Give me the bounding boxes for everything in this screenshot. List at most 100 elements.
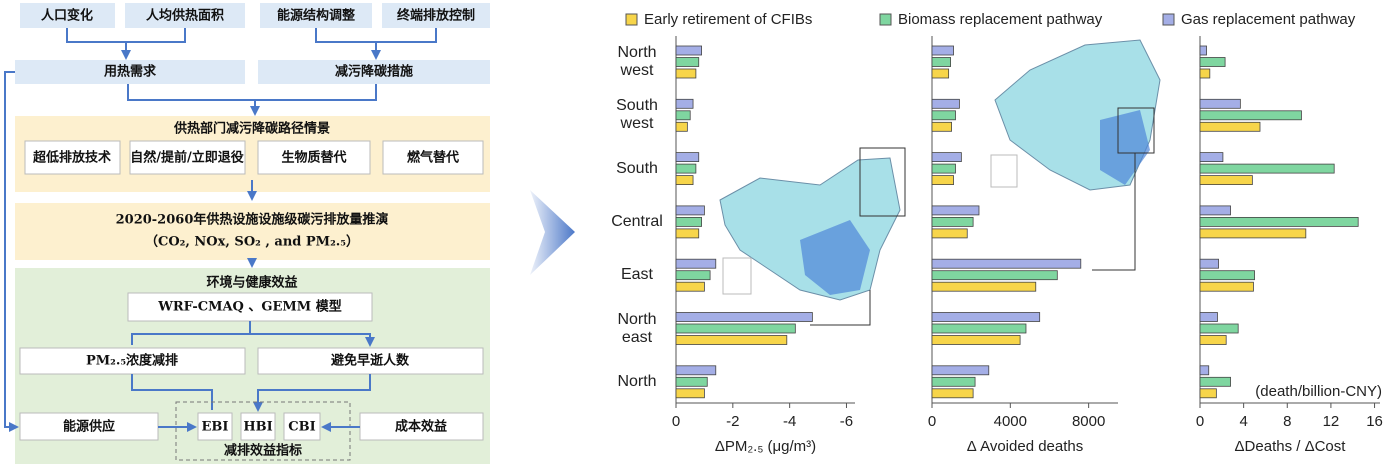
bar <box>675 57 700 67</box>
node-label: 2020-2060年供热设施设施级碳污排放量推演 <box>116 212 389 228</box>
bar <box>675 376 708 387</box>
legend-swatch <box>879 13 892 26</box>
bar <box>1199 205 1231 216</box>
arrow <box>131 321 370 345</box>
node <box>257 347 484 375</box>
bar <box>931 312 1041 322</box>
category-label: Central <box>611 212 663 230</box>
section-title: 供热部门减污降碳路径情景 <box>173 121 330 137</box>
category-label: North <box>617 372 657 390</box>
legend-label: Early retirement of CFIBs <box>644 11 812 28</box>
bar <box>1199 323 1239 334</box>
bar <box>1199 365 1210 376</box>
bar <box>1199 376 1231 387</box>
map-shade <box>1100 110 1150 185</box>
bar <box>931 205 980 216</box>
bar <box>675 335 788 345</box>
node-label: 减排效益指标 <box>224 443 302 459</box>
bar <box>675 45 702 56</box>
bar <box>675 323 796 334</box>
callout-line <box>1092 153 1136 271</box>
bar <box>931 216 974 227</box>
bar <box>1199 110 1302 121</box>
bar <box>931 110 956 121</box>
bar <box>675 312 813 322</box>
bar <box>675 228 700 239</box>
node-label: HBI <box>243 420 272 435</box>
bar <box>675 110 691 121</box>
bar <box>1199 312 1218 322</box>
x-tick-label: 0 <box>672 413 680 430</box>
bar <box>931 270 1058 281</box>
legend-label: Gas replacement pathway <box>1181 11 1356 28</box>
map-shade <box>800 220 870 295</box>
bar <box>675 388 705 399</box>
callout-line <box>810 290 871 326</box>
x-tick-label: -4 <box>783 413 796 430</box>
node-label: 超低排放技术 <box>33 150 111 166</box>
category-label: North east <box>617 310 657 346</box>
bar <box>931 45 954 56</box>
node-label: PM₂.₅浓度减排 <box>86 353 178 369</box>
node-label: 生物质替代 <box>281 150 346 166</box>
arrow <box>131 374 371 410</box>
annotation: (death/billion-CNY) <box>1255 383 1382 400</box>
node <box>197 412 233 441</box>
bar <box>1199 121 1261 132</box>
node <box>359 412 484 441</box>
node-label: 成本效益 <box>395 419 447 435</box>
bar <box>675 175 694 186</box>
map-inset <box>859 147 906 217</box>
bar <box>931 323 1027 334</box>
node-label: 能源结构调整 <box>277 8 356 24</box>
x-axis-label: ΔDeaths / ΔCost <box>1235 438 1347 455</box>
node-label: 人口变化 <box>41 8 93 24</box>
node-label: 终端排放控制 <box>397 8 475 24</box>
node-label: 避免早逝人数 <box>331 353 410 369</box>
bar <box>931 376 976 387</box>
bar <box>675 258 717 269</box>
node-label: WRF-CMAQ 、GEMM 模型 <box>157 299 341 315</box>
node-label: 用热需求 <box>103 64 157 80</box>
bar <box>675 121 688 132</box>
bar <box>931 175 954 186</box>
bar <box>675 163 697 174</box>
node <box>24 140 121 175</box>
map-inset <box>722 257 752 295</box>
node <box>258 60 490 84</box>
node <box>125 3 245 28</box>
bar <box>931 98 960 109</box>
legend-swatch <box>1162 13 1175 26</box>
node-label: 人均供热面积 <box>146 8 224 24</box>
bar <box>1199 270 1255 281</box>
bar <box>675 205 705 216</box>
node <box>257 140 371 175</box>
node <box>382 140 484 175</box>
bar <box>1199 388 1217 399</box>
bar <box>1199 152 1224 163</box>
legend-swatch <box>625 13 638 26</box>
node-label: （CO₂, NOx, SO₂ , and PM₂.₅） <box>145 234 359 250</box>
x-tick-label: 12 <box>1323 413 1340 430</box>
bar <box>931 163 956 174</box>
bar <box>1199 258 1219 269</box>
bar <box>931 68 950 79</box>
x-tick-label: -6 <box>840 413 853 430</box>
bar <box>931 258 1082 269</box>
index-group <box>175 401 351 461</box>
x-tick-label: 16 <box>1366 413 1383 430</box>
node <box>19 347 246 375</box>
x-tick-label: 4000 <box>994 413 1027 430</box>
bar <box>675 281 705 292</box>
bar <box>1199 335 1227 345</box>
x-axis-label: ΔPM₂.₅ (μg/m³) <box>715 438 816 455</box>
bar <box>675 68 697 79</box>
arrow <box>315 28 437 58</box>
x-tick-label: -2 <box>726 413 739 430</box>
maps <box>719 39 1161 326</box>
map-inset <box>990 154 1018 188</box>
node <box>260 3 372 28</box>
node-label: 自然/提前/立即退役 <box>130 150 244 166</box>
